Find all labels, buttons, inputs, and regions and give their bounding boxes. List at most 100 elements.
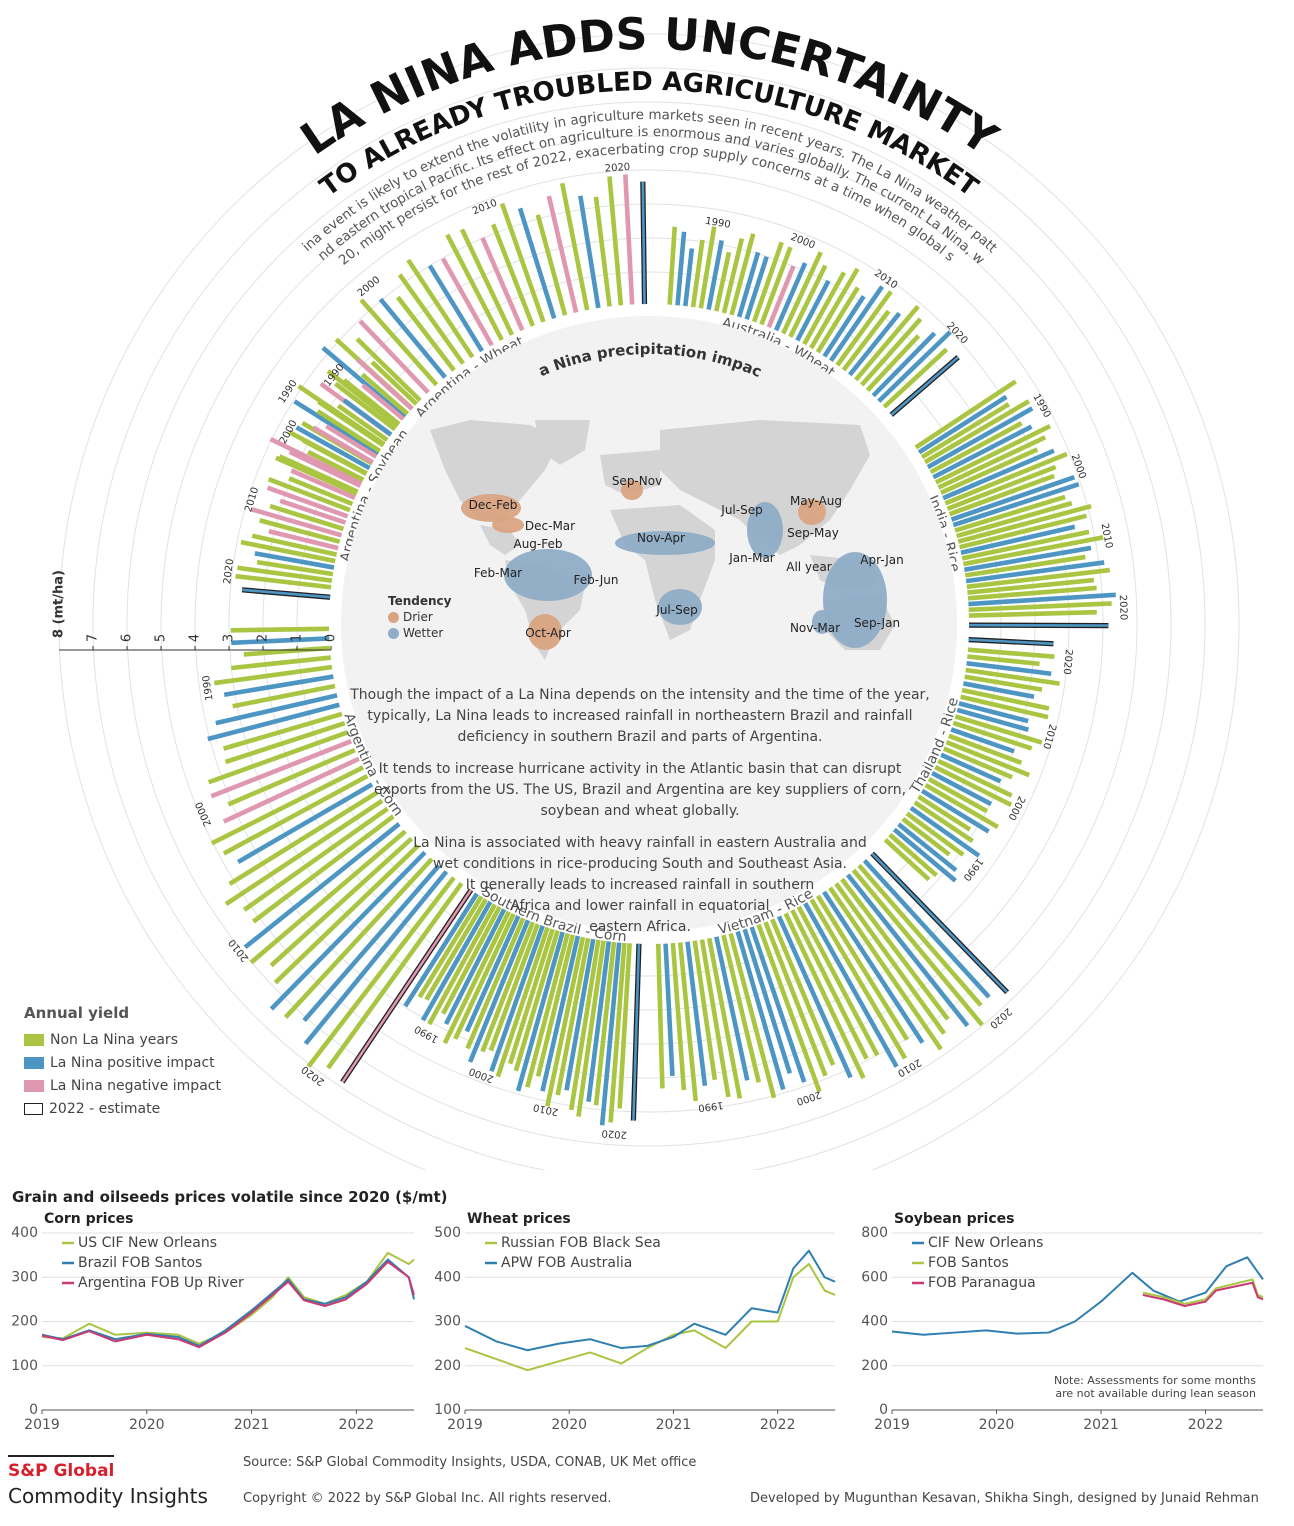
- year-label: 2010: [1040, 723, 1057, 750]
- yield-bar: [968, 592, 1116, 607]
- chart-title: Soybean prices: [894, 1211, 1014, 1227]
- estimate-bar: [890, 356, 960, 416]
- yield-bar: [942, 448, 1055, 501]
- estimate-bar: [641, 181, 646, 305]
- yield-bar: [278, 454, 359, 494]
- x-tick-label: 2022: [339, 1417, 375, 1433]
- yield-bar: [555, 937, 591, 1096]
- legend-neg: La Nina negative impact: [24, 1074, 221, 1097]
- yield-bar: [568, 939, 601, 1111]
- yield-bar: [809, 898, 908, 1060]
- yield-bar: [224, 720, 346, 765]
- yield-bar: [964, 674, 1043, 692]
- legend-label: Argentina FOB Up River: [78, 1275, 244, 1291]
- axis-tick-label: 4: [188, 634, 203, 642]
- yield-bar: [228, 790, 379, 886]
- note-line: Note: Assessments for some months: [1054, 1374, 1256, 1387]
- yield-bar: [934, 424, 1052, 485]
- yield-bar: [948, 473, 1055, 517]
- yield-bar: [576, 940, 606, 1117]
- yield-bar: [706, 240, 724, 311]
- prices-heading: Grain and oilseeds prices volatile since…: [12, 1188, 448, 1206]
- explainer-p1: Though the impact of a La Nina depends o…: [340, 685, 940, 748]
- price-series-line: [464, 1262, 836, 1372]
- tendency-title: Tendency: [388, 594, 452, 608]
- yield-bar: [359, 298, 439, 387]
- price-chart-3: Soybean prices 0 200 400 600 800 2019 2020 2021 2…: [861, 1211, 1264, 1433]
- yield-bar: [442, 910, 511, 1045]
- yield-bar: [403, 892, 479, 1008]
- yield-bar: [240, 539, 336, 564]
- yield-bar: [860, 317, 923, 387]
- yield-bar: [545, 936, 586, 1107]
- legend-label: APW FOB Australia: [501, 1255, 632, 1271]
- yield-bar: [325, 424, 378, 459]
- yield-bar: [901, 817, 951, 857]
- copyright: Copyright © 2022 by S&P Global Inc. All …: [243, 1491, 612, 1506]
- explainer-line: La Nina is associated with heavy rainfal…: [413, 835, 867, 851]
- yield-bar: [578, 195, 601, 309]
- yield-bar: [288, 449, 362, 488]
- explainer-line: exports from the US. The US, Brazil and …: [373, 782, 907, 798]
- yield-bar: [535, 214, 568, 316]
- explainer-line: It generally leads to increased rainfall…: [465, 877, 815, 893]
- tendency-legend: Tendency Drier Wetter: [388, 594, 451, 640]
- axis-tick-label: 0: [324, 634, 339, 642]
- yield-bar: [967, 647, 1055, 659]
- yield-bar: [968, 601, 1112, 613]
- yield-bar: [443, 908, 507, 1026]
- yield-bar: [465, 917, 526, 1050]
- yield-bar: [751, 241, 784, 323]
- yield-bar: [535, 934, 576, 1077]
- yield-bar: [459, 228, 515, 336]
- continent: [600, 450, 660, 495]
- brand-logo: S&P Global: [8, 1461, 115, 1481]
- yield-bar: [316, 409, 382, 453]
- wetter-region: [658, 589, 702, 625]
- tendency-drier-label: Drier: [403, 610, 433, 624]
- yield-bar: [488, 923, 540, 1052]
- year-label: 1990: [697, 1099, 724, 1113]
- yield-bar: [773, 262, 808, 332]
- legend-label: FOB Santos: [928, 1255, 1009, 1271]
- yield-bar: [507, 928, 555, 1065]
- yield-bar: [236, 782, 374, 864]
- map-period-label: All year: [786, 560, 832, 574]
- lean-season-note: Note: Assessments for some months are no…: [1010, 1374, 1256, 1400]
- yield-bar: [231, 655, 332, 671]
- yield-bar: [513, 930, 560, 1072]
- yield-bar: [917, 394, 1008, 455]
- map-period-label: Jan-Mar: [728, 551, 775, 565]
- yield-bar: [378, 297, 447, 379]
- yield-bar: [759, 246, 793, 326]
- yield-bar: [967, 654, 1040, 667]
- yield-bar: [865, 334, 921, 392]
- yield-bar: [776, 915, 853, 1079]
- yield-bar: [882, 347, 949, 409]
- yield-bar: [783, 912, 866, 1080]
- yield-bar: [326, 369, 400, 428]
- legend-est-label: 2022 - estimate: [49, 1100, 161, 1117]
- y-tick-label: 200: [861, 1358, 888, 1374]
- yield-bar: [499, 202, 546, 323]
- map-period-label: Sep-Jan: [854, 616, 900, 630]
- grid-ring: [58, 33, 1240, 1170]
- axis-unit-label: 8 (mt/ha): [52, 570, 67, 638]
- yield-bar: [230, 626, 330, 633]
- yield-bar: [828, 886, 943, 1051]
- yield-bar: [491, 223, 535, 327]
- drier-region: [461, 494, 521, 522]
- y-tick-label: 300: [11, 1269, 38, 1285]
- yield-bar: [232, 683, 336, 709]
- yield-bar: [957, 503, 1092, 544]
- estimate-bar: [341, 889, 473, 1083]
- yield-bar: [593, 941, 617, 1106]
- yield-bar: [721, 237, 745, 314]
- yield-bar: [934, 764, 1013, 808]
- map-period-label: Feb-Jun: [574, 573, 619, 587]
- yield-bar: [290, 468, 356, 500]
- yield-bar: [321, 346, 407, 419]
- yield-bar: [913, 800, 974, 844]
- yield-bar: [480, 236, 525, 332]
- yield-bar: [269, 436, 363, 486]
